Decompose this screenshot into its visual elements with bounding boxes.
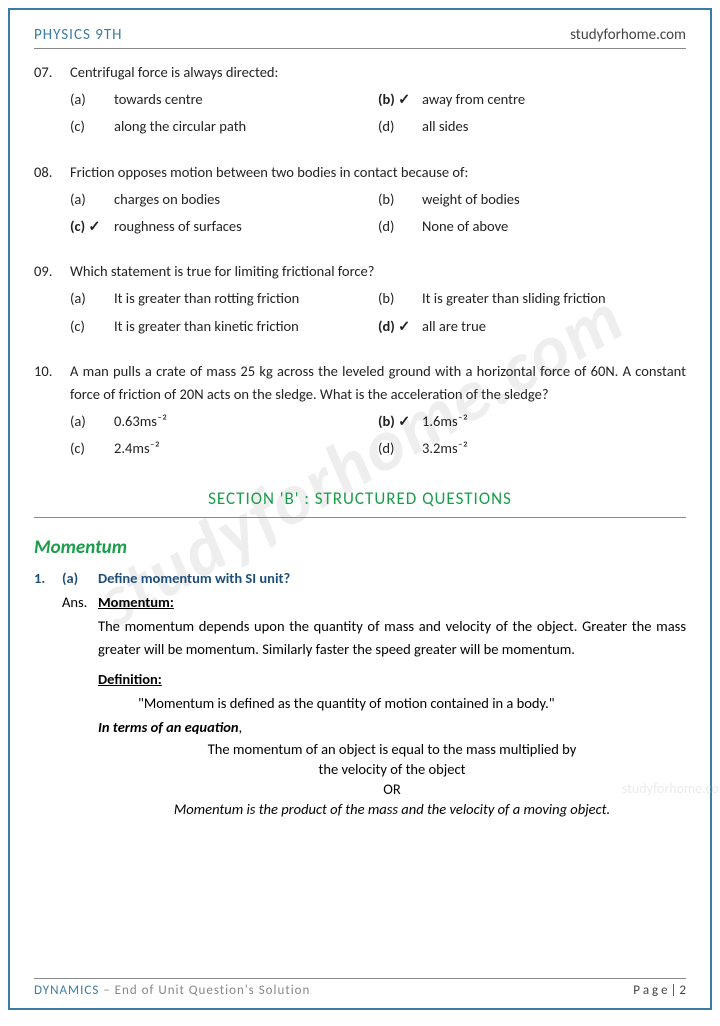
option-label: (c) ✓ — [70, 215, 114, 238]
option-text: charges on bodies — [114, 188, 220, 211]
option: (d)None of above — [378, 215, 686, 238]
question-number: 09. — [34, 260, 70, 283]
option-label: (b) ✓ — [378, 88, 422, 111]
option-label: (d) — [378, 215, 422, 238]
option-label: (a) — [70, 410, 114, 433]
momentum-heading: Momentum: — [98, 593, 686, 611]
option: (c)It is greater than kinetic friction — [70, 315, 378, 338]
mcq-question: 08.Friction opposes motion between two b… — [34, 161, 686, 243]
option-text: all are true — [422, 315, 486, 338]
header-right: studyforhome.com — [570, 26, 686, 44]
option-label: (a) — [70, 287, 114, 310]
section-b-title: SECTION 'B' : STRUCTURED QUESTIONS — [34, 488, 686, 518]
option-label: (b) ✓ — [378, 410, 422, 433]
option: (d) ✓all are true — [378, 315, 686, 338]
topic-heading: Momentum — [34, 536, 686, 559]
eq-line2: the velocity of the object — [98, 760, 686, 778]
option-label: (b) — [378, 188, 422, 211]
option-text: It is greater than rotting friction — [114, 287, 299, 310]
answer-block: Ans. Momentum: The momentum depends upon… — [62, 593, 686, 820]
question-number: 10. — [34, 360, 70, 406]
momentum-para: The momentum depends upon the quantity o… — [98, 615, 686, 660]
option-label: (a) — [70, 188, 114, 211]
page-footer: DYNAMICS – End of Unit Question's Soluti… — [34, 978, 686, 998]
option: (b)weight of bodies — [378, 188, 686, 211]
equation-intro: In terms of an equation, — [98, 718, 686, 736]
option-text: towards centre — [114, 88, 203, 111]
answer-label: Ans. — [62, 593, 98, 820]
options-group: (a)charges on bodies(b)weight of bodies(… — [70, 188, 686, 242]
option-text: all sides — [422, 115, 468, 138]
question-text: Friction opposes motion between two bodi… — [70, 161, 686, 184]
option: (a)charges on bodies — [70, 188, 378, 211]
options-group: (a)towards centre(b) ✓away from centre(c… — [70, 88, 686, 142]
option-text: None of above — [422, 215, 508, 238]
option-text: weight of bodies — [422, 188, 520, 211]
question-number: 07. — [34, 61, 70, 84]
option-label: (c) — [70, 115, 114, 138]
option-label: (c) — [70, 437, 114, 460]
question-text: A man pulls a crate of mass 25 kg across… — [70, 360, 686, 406]
sq-number: 1. — [34, 569, 62, 587]
page-header: PHYSICS 9TH studyforhome.com — [34, 26, 686, 49]
option-text: It is greater than sliding friction — [422, 287, 606, 310]
option: (d)3.2ms⁻² — [378, 437, 686, 460]
option: (c)2.4ms⁻² — [70, 437, 378, 460]
question-text: Centrifugal force is always directed: — [70, 61, 686, 84]
options-group: (a)0.63ms⁻²(b) ✓1.6ms⁻²(c)2.4ms⁻²(d)3.2m… — [70, 410, 686, 464]
option: (c)along the circular path — [70, 115, 378, 138]
option: (b)It is greater than sliding friction — [378, 287, 686, 310]
option: (a)0.63ms⁻² — [70, 410, 378, 433]
structured-question: 1. (a) Define momentum with SI unit? — [34, 569, 686, 587]
option-text: 3.2ms⁻² — [422, 437, 468, 460]
eq-line1: The momentum of an object is equal to th… — [98, 740, 686, 758]
footer-right: P a g e | 2 — [633, 983, 686, 998]
option-label: (b) — [378, 287, 422, 310]
option-text: 0.63ms⁻² — [114, 410, 167, 433]
option: (c) ✓roughness of surfaces — [70, 215, 378, 238]
option-text: along the circular path — [114, 115, 246, 138]
definition-heading: Definition: — [98, 670, 686, 688]
option-label: (d) ✓ — [378, 315, 422, 338]
option: (a)It is greater than rotting friction — [70, 287, 378, 310]
or-text: OR — [98, 780, 686, 798]
option-label: (d) — [378, 437, 422, 460]
option-text: 1.6ms⁻² — [422, 410, 468, 433]
option-text: 2.4ms⁻² — [114, 437, 160, 460]
option-text: It is greater than kinetic friction — [114, 315, 299, 338]
header-left: PHYSICS 9TH — [34, 26, 123, 44]
option: (a)towards centre — [70, 88, 378, 111]
mcq-question: 09.Which statement is true for limiting … — [34, 260, 686, 342]
option: (d)all sides — [378, 115, 686, 138]
options-group: (a)It is greater than rotting friction(b… — [70, 287, 686, 341]
option-label: (a) — [70, 88, 114, 111]
option: (b) ✓1.6ms⁻² — [378, 410, 686, 433]
eq-line3: Momentum is the product of the mass and … — [98, 800, 686, 818]
option-text: away from centre — [422, 88, 525, 111]
footer-left: DYNAMICS – End of Unit Question's Soluti… — [34, 983, 310, 998]
mcq-question: 07.Centrifugal force is always directed:… — [34, 61, 686, 143]
question-text: Which statement is true for limiting fri… — [70, 260, 686, 283]
option: (b) ✓away from centre — [378, 88, 686, 111]
option-label: (c) — [70, 315, 114, 338]
sq-text: Define momentum with SI unit? — [98, 569, 290, 587]
question-number: 08. — [34, 161, 70, 184]
option-text: roughness of surfaces — [114, 215, 242, 238]
definition-text: "Momentum is defined as the quantity of … — [138, 694, 686, 712]
sq-part: (a) — [62, 569, 98, 587]
mcq-question: 10.A man pulls a crate of mass 25 kg acr… — [34, 360, 686, 465]
option-label: (d) — [378, 115, 422, 138]
